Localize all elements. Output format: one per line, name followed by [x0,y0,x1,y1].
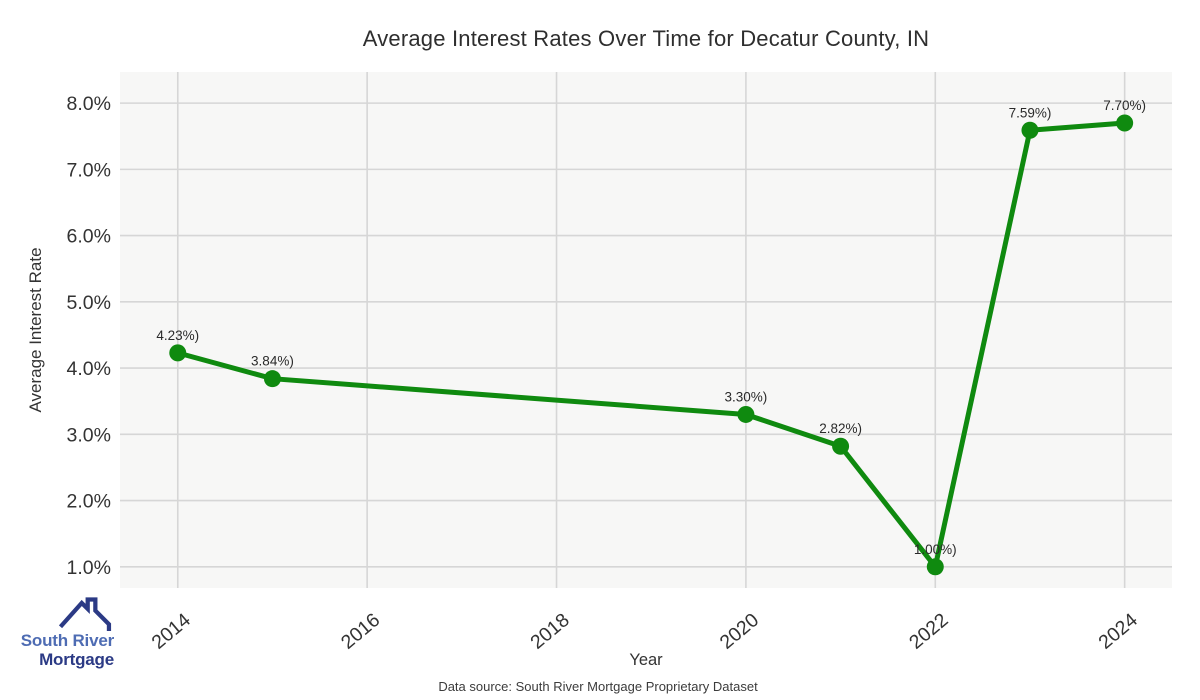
y-tick-label: 8.0% [67,93,111,115]
y-tick-label: 3.0% [67,424,111,446]
data-source-caption: Data source: South River Mortgage Propri… [438,679,758,694]
logo-line2: Mortgage [39,650,114,669]
house-roof-icon [58,597,112,631]
data-point [832,437,850,455]
y-axis-title: Average Interest Rate [26,247,45,413]
point-label: 7.59%) [1009,105,1052,120]
south-river-mortgage-logo: South River Mortgage [18,597,114,668]
point-label: 2.82%) [819,421,862,436]
logo-line1: South River [20,631,114,650]
y-tick-label: 5.0% [67,292,111,314]
data-point [926,558,944,576]
y-tick-label: 6.0% [67,226,111,248]
plot-area [120,72,1172,588]
x-axis-title: Year [629,651,663,669]
point-label: 1.00%) [914,542,957,557]
x-tick-label: 2024 [1094,609,1141,654]
x-tick-label: 2016 [337,609,384,654]
point-label: 3.30%) [725,389,768,404]
data-point [1021,121,1039,139]
x-tick-label: 2018 [526,609,573,654]
point-label: 7.70%) [1103,98,1146,113]
y-tick-label: 1.0% [67,557,111,579]
y-tick-label: 2.0% [67,491,111,513]
x-tick-label: 2014 [148,609,195,654]
y-tick-label: 4.0% [67,358,111,380]
point-label: 4.23%) [156,328,199,343]
data-point [737,405,755,423]
y-tick-label: 7.0% [67,159,111,181]
data-point [263,370,281,388]
chart-title: Average Interest Rates Over Time for Dec… [362,26,930,51]
data-point [169,344,187,362]
data-point [1116,114,1134,132]
x-tick-label: 2020 [716,609,763,654]
x-tick-label: 2022 [905,609,952,654]
point-label: 3.84%) [251,354,294,369]
